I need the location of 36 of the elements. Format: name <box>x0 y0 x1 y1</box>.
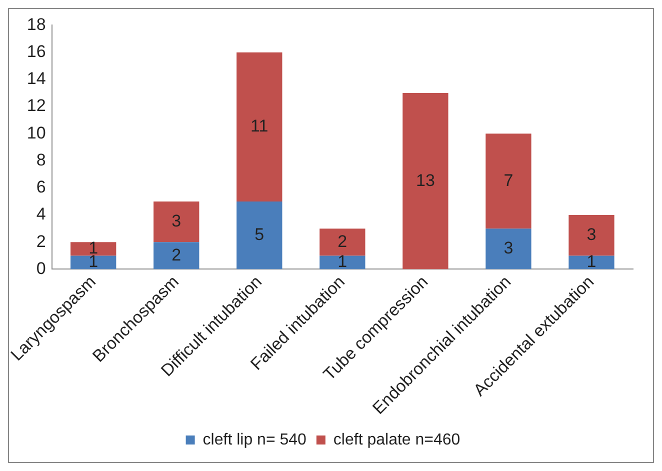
bar <box>70 256 116 270</box>
bar <box>70 242 116 256</box>
y-tick-label: 10 <box>26 123 46 142</box>
bar <box>320 256 366 270</box>
data-label: 3 <box>586 225 596 244</box>
legend-label: cleft palate n=460 <box>333 431 460 448</box>
y-tick-label: 18 <box>26 14 46 34</box>
bar <box>486 134 532 229</box>
bar <box>320 228 366 256</box>
bar <box>236 201 282 270</box>
data-label: 5 <box>254 225 264 244</box>
y-tick-label: 0 <box>36 258 46 278</box>
data-label: 1 <box>338 252 348 272</box>
bar <box>402 92 448 270</box>
bar <box>236 52 282 202</box>
data-label: 3 <box>504 238 514 258</box>
y-tick-label: 12 <box>26 96 46 116</box>
y-tick-label: 8 <box>36 150 46 170</box>
data-label: 1 <box>586 252 596 272</box>
y-tick-label: 2 <box>36 232 46 251</box>
data-label: 11 <box>250 116 268 136</box>
data-label: 3 <box>172 211 182 230</box>
data-label: 7 <box>504 170 514 190</box>
legend-label: cleft lip n= 540 <box>202 431 307 448</box>
bar <box>568 256 614 270</box>
bar <box>154 242 200 270</box>
y-tick-label: 4 <box>36 204 46 224</box>
data-label: 13 <box>416 170 435 190</box>
data-label: 2 <box>172 245 182 264</box>
bar <box>486 228 532 270</box>
bar <box>568 215 614 256</box>
y-tick-label: 14 <box>26 69 46 88</box>
y-tick-label: 6 <box>36 178 46 197</box>
data-label: 2 <box>338 232 348 251</box>
bar <box>154 201 200 242</box>
y-tick-label: 16 <box>26 42 46 62</box>
